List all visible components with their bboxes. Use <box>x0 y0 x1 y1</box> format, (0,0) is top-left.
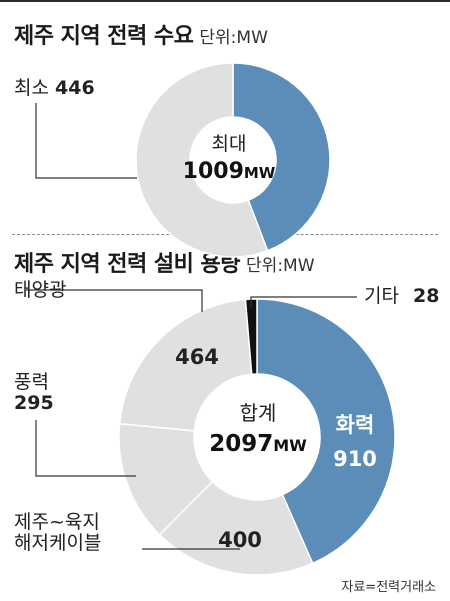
capacity-slice-1 <box>158 480 314 576</box>
thermal-slice-value: 910 <box>333 447 377 471</box>
capacity-center-value: 2097MW <box>209 431 307 457</box>
solar-label: 태양광 <box>14 279 67 301</box>
leader-demand-min <box>35 103 137 179</box>
capacity-slice-4 <box>244 298 258 376</box>
other-label: 기타 28 <box>364 285 440 307</box>
demand-donut <box>135 62 331 258</box>
source-note: 자료=전력거래소 <box>341 580 436 595</box>
demand-min-label: 최소 446 <box>14 77 95 99</box>
top-rule <box>0 0 450 2</box>
leader-other <box>250 296 357 308</box>
thermal-slice-name: 화력 <box>336 413 375 437</box>
capacity-donut <box>118 298 396 576</box>
capacity-slice-0 <box>256 298 396 565</box>
demand-center-label: 최대 <box>212 133 247 155</box>
cable-slice-value: 400 <box>218 528 262 552</box>
wind-label: 풍력 295 <box>14 371 54 414</box>
leader-wind <box>35 420 136 477</box>
leader-solar <box>26 289 203 312</box>
solar-slice-value: 464 <box>175 345 219 369</box>
capacity-center-label: 합계 <box>240 401 277 425</box>
demand-center-value: 1009MW <box>183 159 276 184</box>
capacity-slice-3 <box>118 298 253 432</box>
demand-slice-1 <box>135 62 269 258</box>
demand-slice-0 <box>232 62 331 252</box>
demand-title: 제주 지역 전력 수요 단위:MW <box>14 24 268 49</box>
capacity-unit: 단위:MW <box>246 256 315 276</box>
demand-unit: 단위:MW <box>199 28 268 48</box>
cable-label: 제주~육지 해저케이블 <box>14 511 102 554</box>
capacity-title: 제주 지역 전력 설비 용량 단위:MW <box>14 252 315 277</box>
